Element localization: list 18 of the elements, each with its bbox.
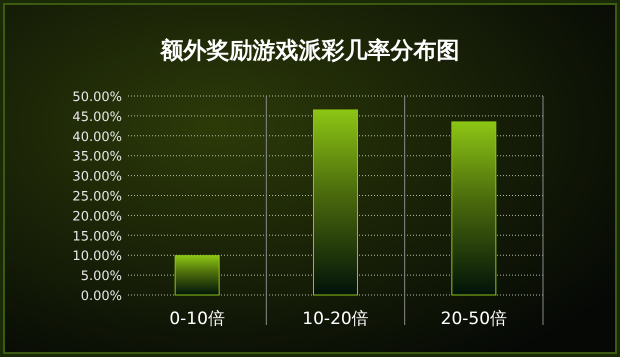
x-tick-label: 20-50倍 <box>440 309 508 329</box>
y-tick-label: 5.00% <box>80 269 122 284</box>
y-tick-label: 40.00% <box>72 130 122 145</box>
chart-title: 额外奖励游戏派彩几率分布图 <box>160 37 460 64</box>
bar <box>313 109 358 296</box>
x-tick-label: 10-20倍 <box>302 309 369 329</box>
y-tick-label: 20.00% <box>72 209 122 224</box>
x-tick-label: 0-10倍 <box>169 309 225 329</box>
y-tick-label: 50.00% <box>72 90 122 105</box>
bar <box>451 121 496 296</box>
y-tick-label: 10.00% <box>72 249 122 264</box>
y-tick-label: 25.00% <box>72 190 122 204</box>
bar <box>174 255 220 296</box>
y-tick-label: 30.00% <box>72 170 122 185</box>
y-tick-label: 15.00% <box>72 229 122 244</box>
y-tick-label: 35.00% <box>72 150 122 165</box>
y-tick-label: 45.00% <box>72 110 122 125</box>
y-tick-label: 0.00% <box>80 289 122 304</box>
